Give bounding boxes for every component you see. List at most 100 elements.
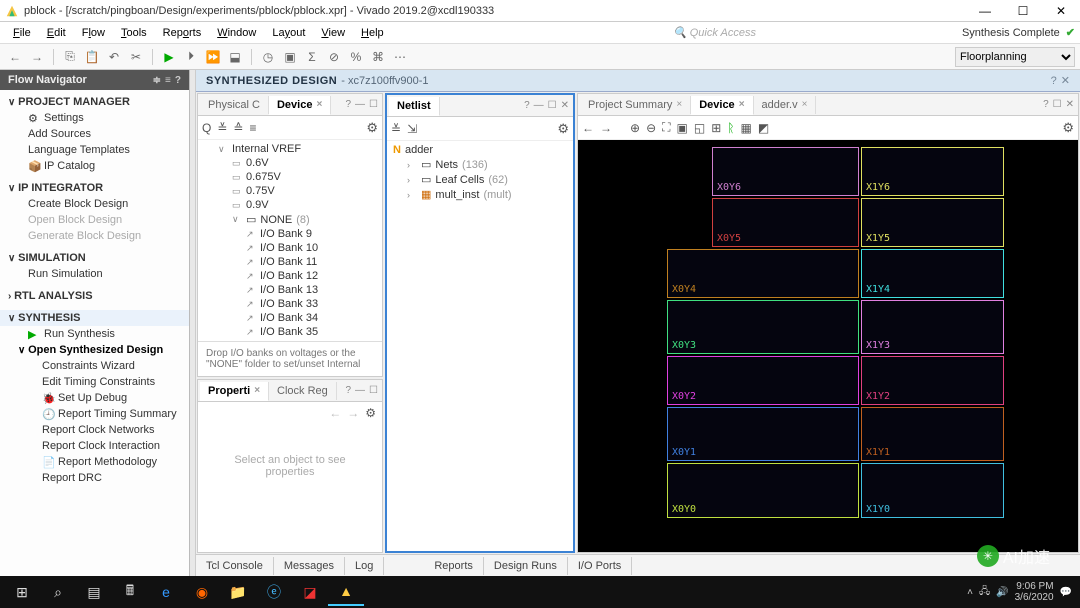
bitstream-icon[interactable]: ⬓ bbox=[225, 47, 245, 67]
help-icon[interactable]: ? bbox=[1043, 99, 1049, 110]
timing-icon[interactable]: ◷ bbox=[258, 47, 278, 67]
menu-reports[interactable]: Reports bbox=[155, 25, 210, 41]
close-icon[interactable]: × bbox=[254, 385, 260, 396]
search-icon[interactable]: Q bbox=[202, 121, 211, 135]
tree-volt[interactable]: ▭0.75V bbox=[198, 184, 382, 198]
tab-log[interactable]: Log bbox=[345, 557, 384, 575]
tree-volt[interactable]: ▭0.9V bbox=[198, 198, 382, 212]
tree-none[interactable]: ∨▭ NONE (8) bbox=[198, 212, 382, 227]
clock-region[interactable]: X1Y0 bbox=[861, 463, 1004, 518]
nav-settings[interactable]: ⚙Settings bbox=[0, 110, 189, 126]
next-icon[interactable]: → bbox=[600, 121, 612, 135]
gear-icon[interactable]: ⚙ bbox=[1062, 120, 1074, 136]
nav-report-timing[interactable]: 🕘Report Timing Summary bbox=[0, 406, 189, 422]
help-icon[interactable]: ? bbox=[345, 385, 351, 396]
help-icon[interactable]: ? bbox=[345, 99, 351, 110]
minimize-button[interactable]: ― bbox=[971, 4, 999, 18]
search-button[interactable]: ⌕ bbox=[40, 578, 76, 606]
device-canvas[interactable]: X0Y6X1Y6X0Y5X1Y5X0Y4X1Y4X0Y3X1Y3X0Y2X1Y2… bbox=[578, 140, 1078, 552]
nav-report-clock-int[interactable]: Report Clock Interaction bbox=[0, 438, 189, 454]
close-icon[interactable]: ✕ bbox=[1066, 99, 1074, 110]
tree-bank[interactable]: ↗I/O Bank 10 bbox=[198, 241, 382, 255]
tab-messages[interactable]: Messages bbox=[274, 557, 345, 575]
clock-region[interactable]: X0Y2 bbox=[667, 356, 859, 405]
tab-reports[interactable]: Reports bbox=[424, 557, 484, 575]
collapse-icon[interactable]: ≚ bbox=[391, 122, 401, 136]
nav-report-drc[interactable]: Report DRC bbox=[0, 470, 189, 486]
run-icon[interactable]: ▶ bbox=[159, 47, 179, 67]
nav-report-methodology[interactable]: 📄Report Methodology bbox=[0, 454, 189, 470]
gear-icon[interactable]: ⚙ bbox=[557, 121, 569, 137]
close-icon[interactable]: × bbox=[739, 99, 745, 110]
nav-create-bd[interactable]: Create Block Design bbox=[0, 196, 189, 212]
tab-clock-regions[interactable]: Clock Reg bbox=[269, 382, 337, 400]
collapse-icon[interactable]: ≚ bbox=[217, 121, 227, 135]
tree-bank[interactable]: ↗I/O Bank 12 bbox=[198, 269, 382, 283]
maximize-icon[interactable]: ☐ bbox=[1053, 99, 1062, 110]
tab-netlist[interactable]: Netlist bbox=[389, 97, 440, 116]
section-project-manager[interactable]: PROJECT MANAGER bbox=[0, 94, 189, 110]
menu-tools[interactable]: Tools bbox=[113, 25, 155, 41]
routing-icon[interactable]: ᚱ bbox=[727, 121, 734, 135]
cancel-icon[interactable]: ⊘ bbox=[324, 47, 344, 67]
nav-ip-catalog[interactable]: 📦IP Catalog bbox=[0, 158, 189, 174]
tab-project-summary[interactable]: Project Summary× bbox=[580, 96, 691, 114]
clock-region[interactable]: X1Y1 bbox=[861, 407, 1004, 461]
next-icon[interactable]: → bbox=[347, 406, 359, 420]
tab-device-view[interactable]: Device× bbox=[691, 96, 753, 115]
net-leaf[interactable]: ›▭ Leaf Cells (62) bbox=[387, 172, 573, 187]
nav-run-sim[interactable]: Run Simulation bbox=[0, 266, 189, 282]
tree-bank[interactable]: ↗I/O Bank 9 bbox=[198, 227, 382, 241]
tab-physical[interactable]: Physical C bbox=[200, 96, 269, 114]
forward-icon[interactable]: → bbox=[27, 47, 47, 67]
system-tray[interactable]: ˄ 🖧 🔊 9:06 PM 3/6/2020 💬 bbox=[967, 581, 1076, 603]
vivado-taskbar-icon[interactable]: ▲ bbox=[328, 578, 364, 606]
menu-help[interactable]: Help bbox=[353, 25, 392, 41]
more-icon[interactable]: ⋯ bbox=[390, 47, 410, 67]
menu-view[interactable]: View bbox=[313, 25, 353, 41]
autofit-icon[interactable]: ◱ bbox=[694, 121, 705, 135]
menu-layout[interactable]: Layout bbox=[264, 25, 313, 41]
help-icon[interactable]: ? bbox=[524, 100, 530, 111]
close-icon[interactable]: × bbox=[676, 99, 682, 110]
zoom-in-icon[interactable]: ⊕ bbox=[630, 121, 640, 135]
undo-icon[interactable]: ↶ bbox=[104, 47, 124, 67]
clock-region[interactable]: X0Y6 bbox=[712, 147, 859, 196]
nav-edit-timing[interactable]: Edit Timing Constraints bbox=[0, 374, 189, 390]
gear-icon[interactable]: ⚙ bbox=[365, 406, 376, 420]
script-icon[interactable]: ⌘ bbox=[368, 47, 388, 67]
nav-add-sources[interactable]: Add Sources bbox=[0, 126, 189, 142]
tab-properties[interactable]: Properti× bbox=[200, 382, 269, 401]
ie-icon[interactable]: ⓔ bbox=[256, 578, 292, 606]
close-button[interactable]: ✕ bbox=[1047, 4, 1075, 18]
tree-root[interactable]: ∨Internal VREF bbox=[198, 142, 382, 156]
menu-file[interactable]: File bbox=[5, 25, 39, 41]
net-root[interactable]: N adder bbox=[387, 143, 573, 157]
flow-nav-collapse-icon[interactable]: ≑ bbox=[153, 75, 161, 86]
clock-region[interactable]: X0Y1 bbox=[667, 407, 859, 461]
mark-icon[interactable]: ◩ bbox=[758, 121, 769, 135]
tab-adder[interactable]: adder.v× bbox=[754, 96, 817, 114]
clock-region[interactable]: X0Y0 bbox=[667, 463, 859, 518]
tree-volt[interactable]: ▭0.6V bbox=[198, 156, 382, 170]
help-icon[interactable]: ? bbox=[1051, 75, 1057, 87]
zoom-out-icon[interactable]: ⊖ bbox=[646, 121, 656, 135]
sigma-icon[interactable]: Σ bbox=[302, 47, 322, 67]
volume-icon[interactable]: 🔊 bbox=[996, 587, 1008, 598]
nav-lang-templates[interactable]: Language Templates bbox=[0, 142, 189, 158]
tree-bank[interactable]: ↗I/O Bank 11 bbox=[198, 255, 382, 269]
tab-io-ports[interactable]: I/O Ports bbox=[568, 557, 632, 575]
taskview-button[interactable]: ▤ bbox=[76, 578, 112, 606]
menu-flow[interactable]: Flow bbox=[74, 25, 113, 41]
notifications-icon[interactable]: 💬 bbox=[1060, 587, 1072, 598]
nav-report-clock-net[interactable]: Report Clock Networks bbox=[0, 422, 189, 438]
tree-bank[interactable]: ↗I/O Bank 34 bbox=[198, 311, 382, 325]
maximize-icon[interactable]: ☐ bbox=[369, 385, 378, 396]
checkpoint-icon[interactable]: ▣ bbox=[280, 47, 300, 67]
run-impl-icon[interactable]: ⏩ bbox=[203, 47, 223, 67]
maximize-button[interactable]: ☐ bbox=[1009, 4, 1037, 18]
clock[interactable]: 9:06 PM 3/6/2020 bbox=[1015, 581, 1054, 603]
ruler-icon[interactable]: ⊞ bbox=[711, 121, 721, 135]
tray-up-icon[interactable]: ˄ bbox=[967, 587, 973, 598]
minimize-icon[interactable]: — bbox=[355, 99, 365, 110]
